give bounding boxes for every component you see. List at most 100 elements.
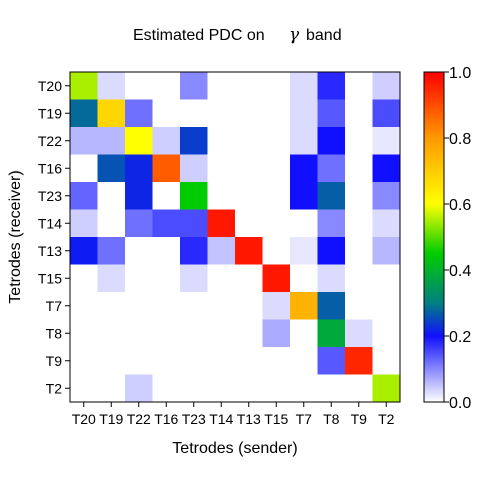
heatmap-cell-T15-T20 bbox=[70, 264, 98, 293]
heatmap-cell-T19-T2 bbox=[372, 99, 401, 128]
x-tick-label: T20 bbox=[72, 411, 96, 427]
heatmap-cell-T9-T14 bbox=[207, 347, 236, 375]
heatmap-cell-T22-T14 bbox=[207, 127, 236, 155]
heatmap-cell-T16-T9 bbox=[345, 154, 373, 183]
heatmap-cell-T13-T19 bbox=[97, 237, 126, 265]
heatmap-cell-T13-T9 bbox=[345, 237, 373, 265]
heatmap-cell-T15-T22 bbox=[125, 264, 153, 293]
heatmap-cell-T20-T22 bbox=[125, 72, 153, 100]
heatmap-cell-T9-T2 bbox=[372, 347, 401, 375]
heatmap-cell-T19-T23 bbox=[180, 99, 208, 128]
heatmap-cell-T16-T14 bbox=[207, 154, 236, 183]
colorbar-tick-label: 0.8 bbox=[449, 131, 471, 148]
heatmap-cell-T2-T7 bbox=[290, 374, 318, 403]
heatmap-cell-T19-T15 bbox=[262, 99, 291, 128]
heatmap-cell-T20-T9 bbox=[345, 72, 373, 100]
y-tick-label: T22 bbox=[38, 133, 62, 149]
heatmap-cell-T7-T15 bbox=[262, 292, 291, 320]
heatmap-cell-T13-T16 bbox=[152, 237, 181, 265]
heatmap-cell-T16-T20 bbox=[70, 154, 98, 183]
x-axis-label: Tetrodes (sender) bbox=[172, 440, 297, 457]
heatmap-cell-T19-T16 bbox=[152, 99, 181, 128]
heatmap-cell-T15-T23 bbox=[180, 264, 208, 293]
heatmap-cell-T16-T13 bbox=[235, 154, 263, 183]
y-axis-label: Tetrodes (receiver) bbox=[7, 170, 24, 303]
y-tick-label: T8 bbox=[46, 325, 63, 341]
x-tick-label: T7 bbox=[296, 411, 313, 427]
heatmap-cell-T2-T14 bbox=[207, 374, 236, 403]
heatmap-cell-T22-T16 bbox=[152, 127, 181, 155]
heatmap-cell-T9-T23 bbox=[180, 347, 208, 375]
colorbar-tick-label: 0.0 bbox=[449, 395, 471, 412]
heatmap-cell-T13-T14 bbox=[207, 237, 236, 265]
heatmap-cell-T20-T16 bbox=[152, 72, 181, 100]
heatmap-cell-T23-T19 bbox=[97, 182, 126, 210]
heatmap-cell-T9-T7 bbox=[290, 347, 318, 375]
heatmap-cell-T7-T9 bbox=[345, 292, 373, 320]
y-axis-ticks: T20 T19 T22 T16 T23 T14 T13 T15 T7 T8 T9 T2 bbox=[38, 78, 70, 396]
heatmap-cell-T20-T15 bbox=[262, 72, 291, 100]
heatmap-cell-T9-T22 bbox=[125, 347, 153, 375]
heatmap-cell-T22-T22 bbox=[125, 127, 153, 155]
heatmap-cell-T9-T15 bbox=[262, 347, 291, 375]
heatmap-cell-T20-T20 bbox=[70, 72, 98, 100]
heatmap-cell-T22-T20 bbox=[70, 127, 98, 155]
heatmap-cell-T23-T15 bbox=[262, 182, 291, 210]
y-tick-label: T14 bbox=[38, 215, 62, 231]
heatmap-cell-T14-T16 bbox=[152, 209, 181, 238]
heatmap-cell-T2-T22 bbox=[125, 374, 153, 403]
heatmap-cell-T22-T19 bbox=[97, 127, 126, 155]
heatmap-cell-T9-T9 bbox=[345, 347, 373, 375]
heatmap-cell-T9-T19 bbox=[97, 347, 126, 375]
heatmap-cell-T14-T20 bbox=[70, 209, 98, 238]
chart-title-main: Estimated PDC on bbox=[133, 27, 265, 44]
y-tick-label: T20 bbox=[38, 78, 62, 94]
heatmap-cell-T16-T8 bbox=[317, 154, 346, 183]
colorbar: 0.0 0.2 0.4 0.6 0.8 1.0 bbox=[423, 65, 471, 412]
x-tick-label: T19 bbox=[99, 411, 123, 427]
x-tick-label: T8 bbox=[323, 411, 340, 427]
heatmap-cell-T23-T13 bbox=[235, 182, 263, 210]
heatmap-cell-T19-T20 bbox=[70, 99, 98, 128]
heatmap-cell-T19-T14 bbox=[207, 99, 236, 128]
colorbar-tick-label: 0.4 bbox=[449, 263, 471, 280]
heatmap-cell-T22-T23 bbox=[180, 127, 208, 155]
heatmap-cell-T20-T7 bbox=[290, 72, 318, 100]
heatmap-cell-T2-T15 bbox=[262, 374, 291, 403]
y-tick-label: T23 bbox=[38, 188, 62, 204]
heatmap-cell-T8-T19 bbox=[97, 319, 126, 348]
heatmap-cell-T23-T9 bbox=[345, 182, 373, 210]
heatmap-cell-T23-T16 bbox=[152, 182, 181, 210]
heatmap-cell-T20-T23 bbox=[180, 72, 208, 100]
x-tick-label: T13 bbox=[237, 411, 261, 427]
heatmap-cell-T14-T14 bbox=[207, 209, 236, 238]
heatmap-cell-T23-T14 bbox=[207, 182, 236, 210]
heatmap-cell-T8-T15 bbox=[262, 319, 291, 348]
heatmap-cell-T2-T23 bbox=[180, 374, 208, 403]
heatmap-cell-T16-T22 bbox=[125, 154, 153, 183]
heatmap-cell-T2-T2 bbox=[372, 374, 401, 403]
heatmap-cell-T13-T15 bbox=[262, 237, 291, 265]
heatmap-cell-T19-T7 bbox=[290, 99, 318, 128]
y-tick-label: T19 bbox=[38, 105, 62, 121]
heatmap-cell-T13-T7 bbox=[290, 237, 318, 265]
heatmap-cell-T16-T19 bbox=[97, 154, 126, 183]
heatmap-cell-T15-T8 bbox=[317, 264, 346, 293]
x-tick-label: T16 bbox=[154, 411, 178, 427]
colorbar-ticks: 0.0 0.2 0.4 0.6 0.8 1.0 bbox=[444, 65, 471, 412]
x-tick-label: T14 bbox=[209, 411, 233, 427]
heatmap-cell-T15-T14 bbox=[207, 264, 236, 293]
heatmap-cell-T14-T2 bbox=[372, 209, 401, 238]
x-axis-ticks: T20 T19 T22 T16 T23 T14 T13 T15 T7 T8 T9 T2 bbox=[72, 402, 395, 427]
heatmap-cell-T2-T16 bbox=[152, 374, 181, 403]
heatmap-cell-T8-T7 bbox=[290, 319, 318, 348]
heatmap-cell-T23-T22 bbox=[125, 182, 153, 210]
heatmap-cell-T7-T14 bbox=[207, 292, 236, 320]
chart-title-greek: γ bbox=[289, 25, 300, 45]
heatmap-cell-T14-T13 bbox=[235, 209, 263, 238]
heatmap-cell-T22-T9 bbox=[345, 127, 373, 155]
heatmap-cell-T9-T20 bbox=[70, 347, 98, 375]
heatmap-cell-T2-T8 bbox=[317, 374, 346, 403]
x-tick-label: T2 bbox=[378, 411, 395, 427]
heatmap-cell-T16-T15 bbox=[262, 154, 291, 183]
